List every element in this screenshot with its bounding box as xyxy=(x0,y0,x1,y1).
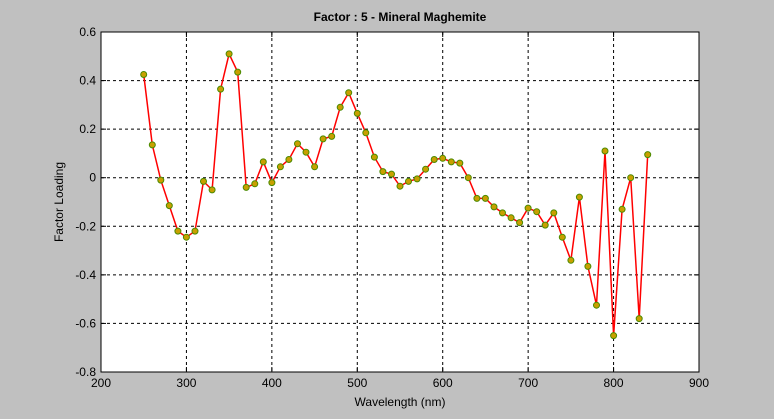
y-axis-label: Factor Loading xyxy=(52,162,66,242)
data-point xyxy=(182,233,190,241)
data-point xyxy=(302,148,310,156)
data-point xyxy=(345,89,353,97)
x-tick-label: 800 xyxy=(604,376,624,390)
plot-area xyxy=(101,32,699,372)
data-point xyxy=(148,141,156,149)
data-point xyxy=(336,103,344,111)
data-point xyxy=(191,227,199,235)
y-tick-label: -0.2 xyxy=(75,219,96,233)
data-point xyxy=(217,85,225,93)
data-point xyxy=(558,233,566,241)
data-point xyxy=(405,177,412,185)
axis-ticks xyxy=(100,31,700,373)
data-point xyxy=(268,179,276,187)
x-tick-label: 900 xyxy=(689,376,709,390)
data-point xyxy=(618,205,626,213)
series-markers xyxy=(140,50,652,340)
grid-lines xyxy=(101,32,699,372)
x-tick-label: 200 xyxy=(91,376,111,390)
data-point xyxy=(593,301,600,309)
x-tick-label: 300 xyxy=(176,376,196,390)
data-point xyxy=(388,170,395,178)
data-point xyxy=(481,194,489,202)
data-point xyxy=(174,227,182,235)
y-tick-label: 0.4 xyxy=(79,74,96,88)
data-point xyxy=(311,163,319,171)
data-point xyxy=(567,256,575,264)
data-point xyxy=(353,109,361,117)
y-tick-label: -0.6 xyxy=(75,316,96,330)
x-axis-label: Wavelength (nm) xyxy=(355,395,446,409)
data-point xyxy=(370,153,378,161)
data-point xyxy=(490,203,498,211)
data-point xyxy=(242,183,250,191)
data-point xyxy=(541,221,549,229)
data-point xyxy=(601,147,609,155)
y-tick-label: -0.4 xyxy=(75,268,96,282)
data-point xyxy=(396,182,404,190)
data-point xyxy=(499,209,506,217)
x-tick-label: 600 xyxy=(433,376,453,390)
data-point xyxy=(285,156,293,163)
x-tick-label: 500 xyxy=(347,376,367,390)
data-point xyxy=(550,209,558,217)
data-point xyxy=(516,219,524,227)
data-point xyxy=(473,194,481,202)
data-point xyxy=(319,135,327,143)
data-point xyxy=(610,332,618,340)
series-line xyxy=(142,51,649,336)
y-tick-label: 0.2 xyxy=(79,122,96,136)
data-point xyxy=(635,315,643,323)
data-point xyxy=(524,204,532,212)
data-point xyxy=(439,154,447,162)
data-point xyxy=(157,176,165,184)
data-point xyxy=(422,165,430,173)
data-point xyxy=(507,214,515,222)
plot-frame xyxy=(100,31,700,373)
data-point xyxy=(259,158,267,166)
data-point xyxy=(225,50,233,58)
data-point xyxy=(234,68,242,76)
x-tick-label: 700 xyxy=(518,376,538,390)
data-point xyxy=(584,262,592,270)
y-tick-labels: -0.8 -0.6 -0.4 -0.2 0 0.2 0.4 0.6 xyxy=(75,25,96,379)
data-point xyxy=(328,132,336,140)
x-tick-label: 400 xyxy=(262,376,282,390)
data-point xyxy=(379,168,387,176)
data-point xyxy=(362,129,370,137)
data-point xyxy=(644,151,652,159)
data-point xyxy=(430,156,438,163)
chart-title: Factor : 5 - Mineral Maghemite xyxy=(314,10,487,24)
data-point xyxy=(165,202,173,210)
data-point xyxy=(294,140,301,148)
data-point xyxy=(251,180,259,188)
data-point xyxy=(200,177,207,185)
data-point xyxy=(575,193,583,201)
data-point xyxy=(413,175,421,183)
data-point xyxy=(533,208,541,216)
data-point xyxy=(276,163,284,171)
x-tick-labels: 200 300 400 500 600 700 800 900 xyxy=(91,376,709,390)
data-point xyxy=(140,71,148,78)
y-tick-label: 0.6 xyxy=(79,25,96,39)
data-point xyxy=(208,186,216,194)
data-point xyxy=(464,174,472,182)
y-tick-label: -0.8 xyxy=(75,365,96,379)
data-point xyxy=(456,159,464,167)
y-tick-label: 0 xyxy=(89,171,96,185)
data-point xyxy=(627,174,635,182)
data-point xyxy=(447,158,455,166)
